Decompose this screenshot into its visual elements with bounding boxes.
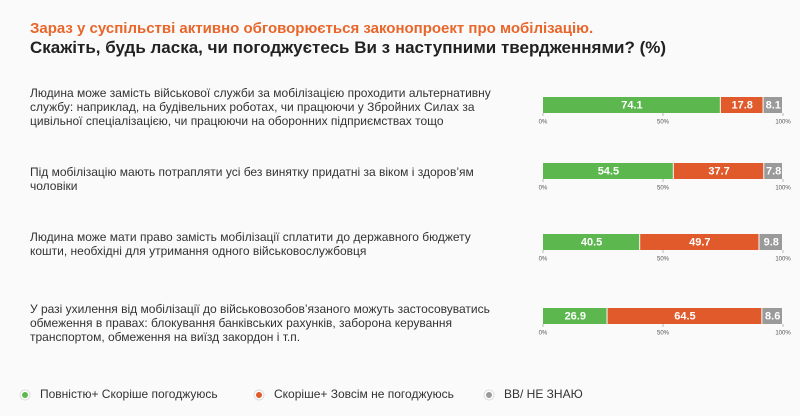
x-tick-label: 100% — [775, 331, 791, 337]
bar-segment — [763, 97, 782, 113]
chart-subtitle: Скажіть, будь ласка, чи погоджуєтесь Ви … — [30, 38, 667, 57]
category-label: Людина може мати право замість мобілізац… — [30, 230, 471, 258]
x-tick-label: 50% — [657, 257, 670, 263]
x-tick-label: 100% — [775, 120, 791, 126]
legend-label: Скоріше+ Зовсім не погоджуюсь — [274, 387, 454, 401]
x-tick-label: 0% — [539, 331, 548, 337]
legend-label: ВВ/ НЕ ЗНАЮ — [504, 387, 583, 401]
value-label: 8.1 — [766, 99, 781, 111]
bar-segment — [543, 234, 640, 250]
value-label: 17.8 — [731, 99, 752, 111]
x-tick-label: 0% — [539, 120, 548, 126]
value-label: 26.9 — [565, 310, 586, 322]
legend-marker — [22, 392, 28, 398]
bar-segment — [673, 163, 764, 179]
value-label: 54.5 — [598, 165, 619, 177]
x-tick-label: 100% — [775, 257, 791, 263]
value-label: 74.1 — [621, 99, 642, 111]
x-tick-label: 50% — [657, 186, 670, 192]
bar-segment — [720, 97, 763, 113]
value-label: 64.5 — [674, 310, 695, 322]
value-label: 7.8 — [766, 165, 781, 177]
x-tick-label: 50% — [657, 120, 670, 126]
x-tick-label: 0% — [539, 186, 548, 192]
legend-label: Повністю+ Скоріше погоджуюсь — [40, 387, 218, 401]
value-label: 9.8 — [764, 236, 779, 248]
bar-segment — [543, 97, 720, 113]
bar-segment — [640, 234, 759, 250]
bar-segment — [607, 308, 762, 324]
value-label: 49.7 — [689, 236, 710, 248]
category-label: Під мобілізацію мають потрапляти усі без… — [30, 165, 474, 193]
bar-segment — [759, 234, 782, 250]
x-tick-label: 50% — [657, 331, 670, 337]
value-label: 40.5 — [581, 236, 602, 248]
value-label: 8.6 — [765, 310, 780, 322]
chart-title: Зараз у суспільстві активно обговорюєтьс… — [30, 20, 594, 37]
legend-marker — [256, 392, 262, 398]
x-tick-label: 100% — [775, 186, 791, 192]
bar-segment — [543, 163, 673, 179]
bar-segment — [764, 163, 782, 179]
bar-segment — [543, 308, 607, 324]
value-label: 37.7 — [708, 165, 729, 177]
bar-segment — [762, 308, 782, 324]
category-label: У разі ухилення від мобілізації до війсь… — [30, 302, 490, 344]
category-label: Людина може замість військової служби за… — [30, 86, 491, 128]
x-tick-label: 0% — [539, 257, 548, 263]
legend-marker — [486, 392, 492, 398]
